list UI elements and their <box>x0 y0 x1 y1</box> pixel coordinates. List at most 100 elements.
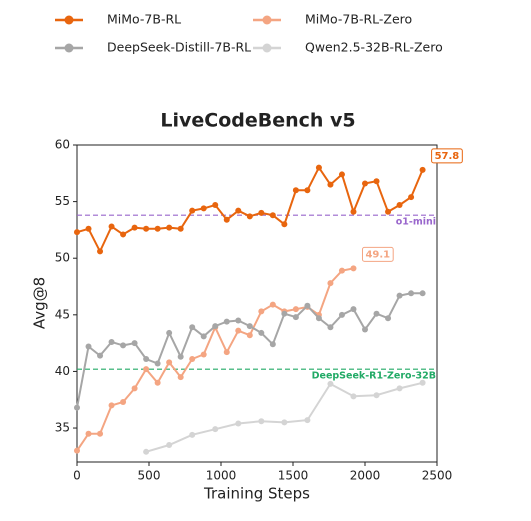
legend-label: MiMo-7B-RL <box>107 12 181 27</box>
data-point <box>327 181 334 188</box>
data-point <box>327 280 334 287</box>
y-axis-label: Avg@8 <box>31 277 49 329</box>
data-point <box>97 430 104 437</box>
data-point <box>120 398 127 405</box>
data-point <box>108 223 115 230</box>
data-point <box>166 329 173 336</box>
data-point <box>85 343 92 350</box>
y-tick-label: 40 <box>55 364 70 378</box>
data-point <box>223 349 230 356</box>
data-point <box>177 374 184 381</box>
data-point <box>385 315 392 322</box>
data-point <box>419 379 426 386</box>
legend-marker <box>64 15 74 25</box>
chart-title: LiveCodeBench v5 <box>160 110 355 132</box>
data-point <box>74 447 80 454</box>
data-point <box>396 202 403 209</box>
data-point <box>74 404 80 411</box>
x-tick-label: 500 <box>138 469 161 483</box>
data-point <box>189 324 196 331</box>
legend-marker <box>262 43 272 53</box>
data-point <box>246 213 253 220</box>
data-point <box>338 267 345 274</box>
data-point <box>373 310 380 317</box>
data-point <box>350 208 357 215</box>
data-point <box>143 355 150 362</box>
data-point <box>246 323 253 330</box>
x-tick-label: 0 <box>73 469 81 483</box>
data-point <box>315 315 322 322</box>
data-point <box>235 317 242 324</box>
data-point <box>281 310 288 317</box>
data-point <box>258 308 265 315</box>
data-point <box>85 225 92 232</box>
data-point <box>235 420 242 427</box>
data-point <box>131 224 138 231</box>
value-label: 57.8 <box>435 151 460 162</box>
data-point <box>408 194 415 201</box>
y-tick-label: 50 <box>55 251 70 265</box>
legend-marker <box>262 15 272 25</box>
data-point <box>120 231 127 238</box>
value-label-box <box>431 148 463 164</box>
data-point <box>200 351 207 358</box>
plot-frame <box>76 144 438 463</box>
data-point <box>269 212 276 219</box>
y-tick-label: 60 <box>55 138 70 152</box>
data-point <box>338 311 345 318</box>
data-point <box>385 208 392 215</box>
data-point <box>327 324 334 331</box>
data-point <box>350 265 357 272</box>
data-point <box>166 442 173 449</box>
reference-label: DeepSeek-R1-Zero-32B <box>312 371 436 382</box>
y-tick-label: 35 <box>55 421 70 435</box>
data-point <box>131 385 138 392</box>
data-point <box>396 292 403 299</box>
data-point <box>292 187 299 194</box>
data-point <box>200 333 207 340</box>
data-point <box>235 207 242 214</box>
data-point <box>373 178 380 185</box>
x-tick-label: 1500 <box>278 469 309 483</box>
data-point <box>143 448 150 455</box>
data-point <box>304 302 311 309</box>
x-tick-label: 2000 <box>350 469 381 483</box>
data-point <box>200 205 207 212</box>
data-point <box>143 225 150 232</box>
data-point <box>235 327 242 334</box>
data-point <box>246 332 253 339</box>
reference-label: o1-mini <box>396 217 436 228</box>
data-point <box>166 224 173 231</box>
data-point <box>304 417 311 424</box>
series-line <box>145 381 423 453</box>
data-point <box>223 216 230 223</box>
legend-marker <box>64 43 74 53</box>
data-point <box>292 314 299 321</box>
data-point <box>350 393 357 400</box>
y-tick-label: 55 <box>55 194 70 208</box>
data-point <box>258 329 265 336</box>
data-point <box>350 306 357 313</box>
data-point <box>189 355 196 362</box>
data-point <box>362 180 368 187</box>
data-point <box>97 248 104 255</box>
x-tick-label: 2500 <box>422 469 453 483</box>
data-point <box>396 385 403 392</box>
data-point <box>154 379 161 386</box>
series-line <box>76 292 423 408</box>
data-point <box>212 202 219 209</box>
data-point <box>166 359 173 366</box>
x-tick-label: 1000 <box>206 469 237 483</box>
data-point <box>154 225 161 232</box>
data-point <box>258 209 265 216</box>
data-point <box>327 380 334 387</box>
data-point <box>120 342 127 349</box>
data-point <box>177 225 184 232</box>
data-point <box>269 341 276 348</box>
data-point <box>362 326 368 333</box>
data-point <box>281 419 288 426</box>
x-axis-label: Training Steps <box>203 485 310 503</box>
data-point <box>189 207 196 214</box>
data-point <box>74 229 80 236</box>
